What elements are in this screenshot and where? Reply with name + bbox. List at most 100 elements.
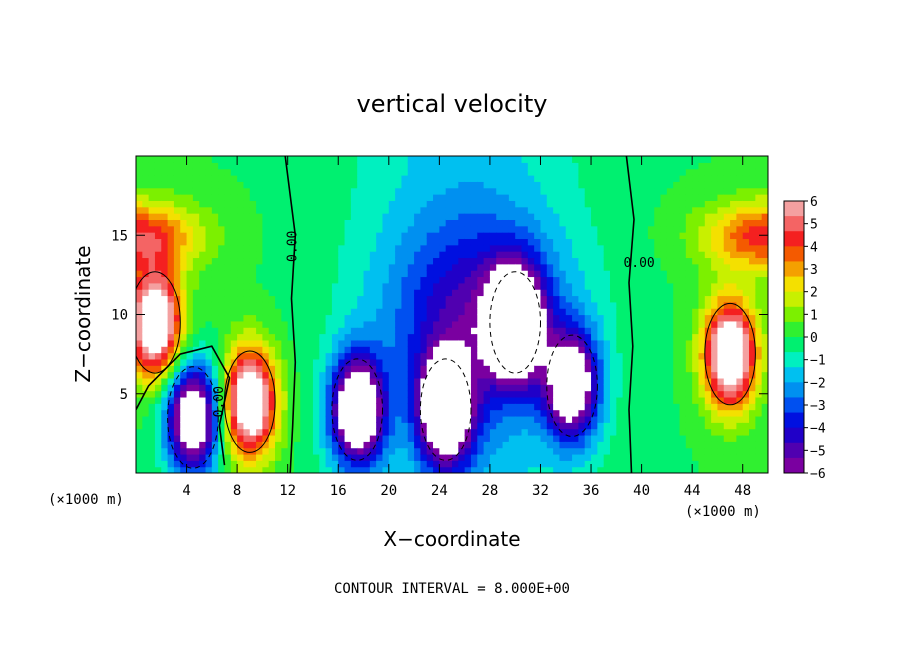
- heatmap-cell: [452, 365, 459, 373]
- heatmap-cell: [692, 276, 700, 284]
- heatmap-cell: [300, 200, 308, 208]
- heatmap-cell: [376, 352, 384, 360]
- heatmap-cell: [578, 409, 586, 417]
- heatmap-cell: [363, 314, 371, 322]
- heatmap-cell: [281, 377, 289, 385]
- heatmap-cell: [483, 232, 491, 240]
- heatmap-cell: [622, 194, 630, 201]
- heatmap-cell: [546, 396, 554, 404]
- heatmap-cell: [199, 270, 207, 278]
- heatmap-cell: [237, 460, 245, 468]
- heatmap-cell: [534, 339, 542, 347]
- heatmap-cell: [237, 358, 245, 366]
- heatmap-cell: [458, 206, 466, 214]
- heatmap-cell: [407, 384, 415, 392]
- heatmap-cell: [452, 428, 459, 436]
- heatmap-cell: [281, 156, 289, 163]
- heatmap-cell: [610, 225, 617, 233]
- heatmap-cell: [647, 365, 655, 373]
- heatmap-cell: [300, 339, 308, 347]
- heatmap-cell: [401, 333, 409, 341]
- heatmap-cell: [452, 200, 459, 208]
- heatmap-cell: [597, 301, 605, 309]
- heatmap-cell: [281, 175, 289, 182]
- heatmap-cell: [433, 232, 440, 240]
- heatmap-cell: [414, 390, 421, 398]
- heatmap-cell: [452, 327, 459, 335]
- heatmap-cell: [685, 390, 693, 398]
- heatmap-cell: [281, 453, 289, 461]
- heatmap-cell: [186, 276, 194, 284]
- heatmap-cell: [610, 251, 617, 259]
- heatmap-cell: [742, 295, 750, 303]
- heatmap-cell: [452, 339, 459, 347]
- heatmap-cell: [559, 422, 567, 430]
- heatmap-cell: [294, 168, 301, 176]
- heatmap-cell: [388, 358, 396, 366]
- heatmap-cell: [559, 156, 567, 163]
- heatmap-cell: [275, 371, 282, 379]
- heatmap-cell: [382, 434, 390, 442]
- heatmap-cell: [540, 333, 548, 341]
- heatmap-cell: [281, 289, 289, 297]
- heatmap-cell: [211, 422, 219, 430]
- heatmap-cell: [527, 384, 535, 392]
- heatmap-cell: [211, 244, 219, 252]
- heatmap-cell: [407, 422, 415, 430]
- heatmap-cell: [452, 333, 459, 341]
- heatmap-cell: [711, 225, 719, 233]
- heatmap-cell: [749, 251, 756, 259]
- heatmap-cell: [546, 320, 554, 328]
- heatmap-cell: [268, 333, 276, 341]
- heatmap-cell: [312, 225, 320, 233]
- heatmap-cell: [470, 308, 478, 316]
- heatmap-cell: [622, 409, 630, 417]
- heatmap-cell: [439, 339, 447, 347]
- heatmap-cell: [679, 396, 687, 404]
- heatmap-cell: [496, 282, 504, 290]
- heatmap-cell: [470, 282, 478, 290]
- heatmap-cell: [420, 289, 428, 297]
- heatmap-cell: [521, 441, 529, 449]
- heatmap-cell: [338, 314, 346, 322]
- heatmap-cell: [622, 403, 630, 411]
- heatmap-cell: [597, 415, 605, 423]
- heatmap-cell: [382, 238, 390, 246]
- heatmap-cell: [534, 301, 542, 309]
- heatmap-cell: [572, 244, 579, 252]
- heatmap-cell: [641, 384, 649, 392]
- heatmap-cell: [711, 453, 719, 461]
- heatmap-cell: [673, 276, 681, 284]
- heatmap-cell: [325, 187, 333, 195]
- heatmap-cell: [591, 200, 598, 208]
- heatmap-cell: [635, 295, 643, 303]
- heatmap-cell: [395, 466, 403, 473]
- heatmap-cell: [363, 377, 371, 385]
- heatmap-cell: [344, 371, 352, 379]
- heatmap-cell: [704, 289, 712, 297]
- heatmap-cell: [319, 466, 327, 473]
- heatmap-cell: [730, 409, 737, 417]
- heatmap-cell: [572, 308, 579, 316]
- heatmap-cell: [154, 396, 162, 404]
- heatmap-cell: [635, 301, 643, 309]
- heatmap-cell: [749, 377, 756, 385]
- heatmap-cell: [508, 175, 516, 182]
- heatmap-cell: [445, 371, 453, 379]
- heatmap-cell: [136, 175, 143, 182]
- heatmap-cell: [711, 206, 719, 214]
- heatmap-cell: [439, 213, 447, 220]
- heatmap-cell: [641, 352, 649, 360]
- heatmap-cell: [534, 422, 542, 430]
- heatmap-cell: [458, 301, 466, 309]
- heatmap-cell: [489, 434, 497, 442]
- heatmap-cell: [249, 187, 257, 195]
- heatmap-cell: [218, 244, 226, 252]
- heatmap-cell: [369, 175, 377, 182]
- heatmap-cell: [679, 263, 687, 271]
- heatmap-cell: [572, 289, 579, 297]
- heatmap-cell: [685, 453, 693, 461]
- heatmap-cell: [572, 358, 579, 366]
- heatmap-cell: [565, 232, 573, 240]
- heatmap-cell: [338, 327, 346, 335]
